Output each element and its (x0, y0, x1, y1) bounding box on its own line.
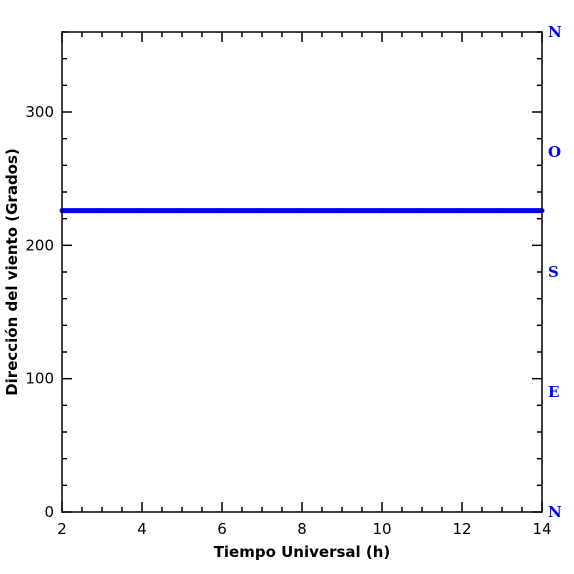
compass-label-e: E (548, 383, 559, 401)
data-point (139, 208, 145, 214)
data-point (419, 208, 425, 214)
x-tick-labels: 2 4 6 8 10 12 14 (57, 520, 551, 538)
data-point (179, 208, 185, 214)
data-point (339, 208, 345, 214)
compass-labels: N E S O N (548, 23, 562, 521)
x-tick-label: 6 (217, 520, 227, 538)
data-point (219, 208, 225, 214)
data-point (99, 208, 105, 214)
y-tick-label: 100 (25, 370, 54, 388)
data-point (499, 208, 505, 214)
x-tick-label: 14 (532, 520, 551, 538)
data-point (459, 208, 465, 214)
plot-frame (61, 31, 543, 513)
x-axis-label: Tiempo Universal (h) (214, 543, 391, 561)
y-tick-label: 0 (44, 503, 54, 521)
x-tick-label: 12 (452, 520, 471, 538)
compass-label-n: N (548, 23, 562, 41)
axis-ticks (61, 31, 543, 513)
x-tick-label: 10 (372, 520, 391, 538)
compass-label-o: O (548, 143, 561, 161)
compass-label-n: N (548, 503, 562, 521)
data-point (299, 208, 305, 214)
x-tick-label: 4 (137, 520, 147, 538)
y-axis-label: Dirección del viento (Grados) (3, 148, 21, 396)
data-point (379, 208, 385, 214)
data-point (259, 208, 265, 214)
series-layer (59, 208, 545, 214)
y-tick-labels: 0 100 200 300 (25, 103, 54, 521)
x-tick-label: 2 (57, 520, 67, 538)
y-tick-label: 200 (25, 236, 54, 254)
compass-label-s: S (548, 263, 559, 281)
x-tick-label: 8 (297, 520, 307, 538)
y-tick-label: 300 (25, 103, 54, 121)
